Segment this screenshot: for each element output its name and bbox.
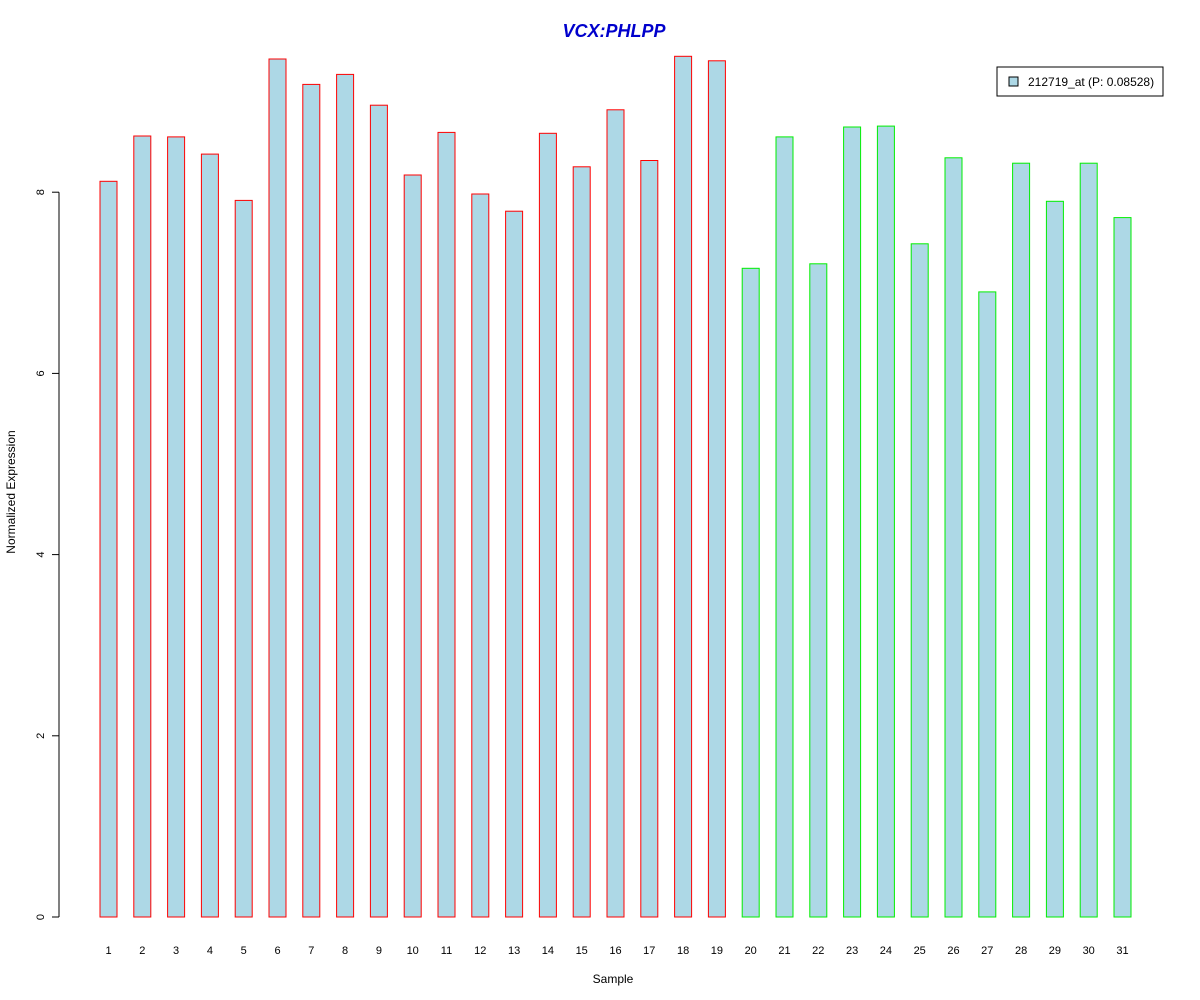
y-tick-label: 8: [35, 189, 47, 195]
y-axis: 0 2 4 6 8: [35, 189, 60, 920]
bar-sample-30: [1079, 162, 1098, 918]
bar-sample-7: [302, 83, 321, 918]
bar-sample-3: [167, 136, 186, 918]
legend-swatch: [1008, 76, 1019, 87]
bar-sample-4: [200, 153, 219, 918]
x-tick-label: 21: [778, 945, 790, 957]
bar-sample-12: [471, 193, 490, 918]
x-tick-label: 30: [1083, 945, 1095, 957]
x-tick-label: 15: [576, 945, 588, 957]
x-tick-label: 16: [609, 945, 621, 957]
legend-box: [996, 66, 1164, 97]
x-tick-label: 28: [1015, 945, 1027, 957]
x-tick-label: 27: [981, 945, 993, 957]
bar-sample-15: [572, 166, 591, 918]
y-tick-label: 2: [35, 733, 47, 739]
x-tick-label: 10: [407, 945, 419, 957]
y-tick-label: 6: [35, 370, 47, 376]
x-tick-label: 2: [139, 945, 145, 957]
bar-sample-19: [707, 60, 726, 918]
x-tick-label: 19: [711, 945, 723, 957]
legend-label: 212719_at (P: 0.08528): [1028, 75, 1154, 89]
x-tick-label: 24: [880, 945, 892, 957]
bar-sample-31: [1113, 217, 1132, 918]
legend: 212719_at (P: 0.08528): [996, 66, 1164, 97]
x-tick-label: 5: [241, 945, 247, 957]
x-tick-label: 14: [542, 945, 554, 957]
x-tick-labels: 1 2 3 4 5 6 7 8 9 10 11 12 13 14 15 16 17 18 19 20 21 22 23 24 2…: [105, 945, 1128, 957]
x-tick-label: 7: [308, 945, 314, 957]
x-tick-label: 31: [1116, 945, 1128, 957]
bar-sample-26: [944, 157, 963, 918]
chart-title: VCX:PHLPP: [562, 21, 666, 41]
x-tick-label: 3: [173, 945, 179, 957]
x-tick-label: 20: [745, 945, 757, 957]
bar-sample-14: [538, 132, 557, 918]
bar-sample-6: [268, 58, 287, 918]
bar-sample-18: [674, 55, 693, 918]
x-tick-label: 13: [508, 945, 520, 957]
x-tick-label: 6: [274, 945, 280, 957]
bar-sample-9: [369, 104, 388, 918]
x-tick-label: 26: [947, 945, 959, 957]
x-tick-label: 1: [105, 945, 111, 957]
x-tick-label: 29: [1049, 945, 1061, 957]
bar-sample-23: [843, 126, 862, 918]
x-tick-label: 9: [376, 945, 382, 957]
bar-sample-28: [1012, 162, 1031, 918]
x-tick-label: 11: [441, 945, 452, 957]
bar-sample-5: [234, 199, 253, 918]
x-tick-label: 17: [643, 945, 655, 957]
bar-sample-10: [403, 174, 422, 918]
x-tick-label: 4: [207, 945, 213, 957]
bar-sample-22: [809, 263, 828, 918]
y-tick-label: 4: [35, 552, 47, 558]
bar-sample-25: [910, 243, 929, 918]
bar-sample-21: [775, 136, 794, 918]
bar-sample-8: [336, 73, 355, 918]
bar-sample-11: [437, 131, 456, 918]
bar-sample-2: [133, 135, 152, 918]
x-tick-label: 8: [342, 945, 348, 957]
bar-sample-17: [640, 160, 659, 918]
bar-sample-29: [1045, 200, 1064, 918]
bar-sample-1: [99, 180, 118, 918]
y-tick-label: 0: [35, 914, 47, 920]
y-axis-title: Normalized Expression: [4, 430, 18, 553]
x-tick-label: 23: [846, 945, 858, 957]
x-tick-label: 12: [474, 945, 486, 957]
x-tick-label: 25: [914, 945, 926, 957]
bar-sample-20: [741, 267, 760, 918]
x-tick-label: 22: [812, 945, 824, 957]
x-axis-title: Sample: [593, 972, 634, 986]
bar-sample-24: [876, 125, 895, 918]
bar-sample-16: [606, 109, 625, 918]
x-tick-label: 18: [677, 945, 689, 957]
bar-sample-27: [978, 291, 997, 918]
bars: [99, 55, 1132, 918]
bar-sample-13: [505, 210, 524, 918]
